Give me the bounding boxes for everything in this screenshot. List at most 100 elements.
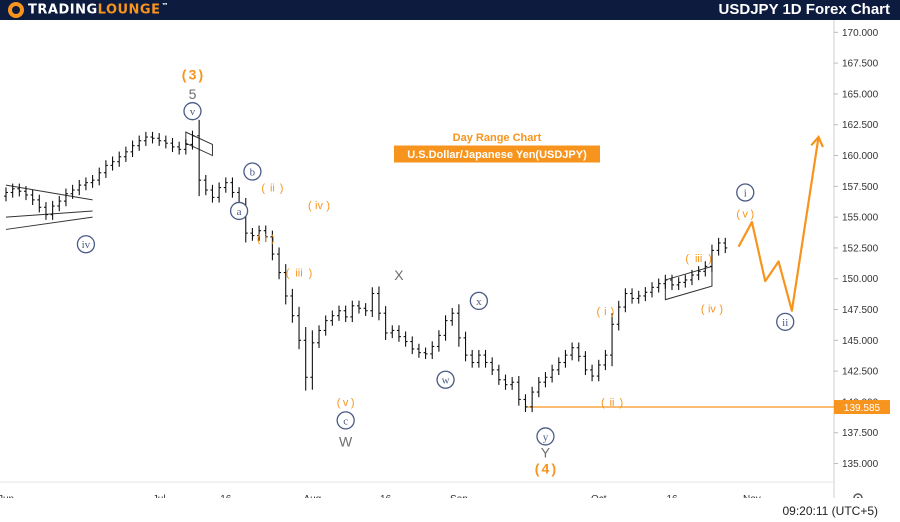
ohlc-bar — [396, 325, 401, 342]
ohlc-bar — [516, 375, 521, 406]
price-tick-label: 157.500 — [842, 182, 879, 193]
ohlc-bar — [689, 269, 694, 286]
ohlc-bar — [157, 133, 162, 146]
ohlc-bar — [210, 184, 215, 203]
ohlc-bar — [163, 135, 168, 149]
wave-label-paren-open: ( — [308, 200, 312, 212]
wave-label-circle-ring — [336, 411, 355, 430]
ohlc-bar — [423, 347, 428, 360]
wave-label-circle-ring — [436, 370, 455, 389]
chart-subtitle-badge — [394, 145, 600, 163]
wave-label-text: v — [343, 397, 349, 409]
wave-label-orange: (iii) — [286, 268, 313, 280]
axis-settings-icon-center[interactable] — [856, 496, 860, 498]
ohlc-bar — [476, 349, 481, 368]
ohlc-bar — [337, 305, 341, 321]
ohlc-bar — [123, 146, 128, 162]
wave-label-gray: 5 — [189, 86, 197, 102]
ohlc-bar — [390, 325, 395, 339]
ohlc-bar — [117, 151, 122, 167]
ohlc-bar — [170, 138, 175, 153]
ohlc-bar — [110, 156, 115, 171]
wave-label-paren-open: ( — [182, 66, 187, 82]
wave-label-paren-open: ( — [286, 268, 290, 280]
ohlc-bar — [496, 364, 501, 385]
ohlc-bar — [703, 261, 708, 277]
wave-label-paren-close: ) — [351, 397, 355, 409]
ohlc-bar — [90, 174, 95, 188]
ohlc-bar — [383, 306, 388, 341]
price-tick-label: 155.000 — [842, 213, 879, 224]
price-chart[interactable]: 170.000 167.500 165.000 162.500 160.000 157.5… — [0, 20, 900, 498]
ohlc-bar — [490, 357, 495, 376]
ohlc-bar — [636, 290, 641, 304]
wave-label-circle: v — [183, 102, 202, 121]
ohlc-bar — [190, 130, 195, 150]
ohlc-bar — [430, 341, 435, 360]
wave-label-text: y — [543, 431, 549, 443]
wave-label-circle: i — [736, 183, 755, 202]
chart-heading: Day Range Chart — [453, 132, 542, 144]
wave-label-orange: (v) — [736, 208, 754, 220]
ohlc-bar — [450, 308, 455, 326]
wave-label-orange: (3) — [182, 66, 203, 82]
price-tick-label: 160.000 — [842, 151, 879, 162]
wave-label-circle-ring — [776, 312, 795, 331]
wave-label-text: a — [237, 206, 242, 218]
wave-label-text: x — [476, 296, 482, 308]
wave-label-paren-close: ) — [551, 461, 556, 477]
ohlc-bar — [610, 313, 615, 367]
ohlc-bar — [556, 357, 561, 376]
wave-label-circle-ring — [243, 162, 262, 181]
wave-label-paren-open: ( — [535, 461, 540, 477]
ohlc-bar — [183, 139, 188, 155]
ohlc-bar — [683, 274, 688, 288]
ohlc-bar — [290, 288, 295, 323]
wave-label-paren-close: ) — [198, 66, 203, 82]
wave-label-text: iii — [695, 253, 702, 265]
ohlc-bar — [323, 315, 328, 336]
ohlc-bar — [97, 167, 102, 186]
price-tick-label: 145.000 — [842, 336, 879, 347]
wave-label-paren-close: ) — [619, 397, 623, 409]
date-tick-label: 16 — [666, 494, 678, 498]
ohlc-bar — [317, 325, 322, 348]
ohlc-bar — [283, 264, 288, 305]
ohlc-bar — [30, 189, 35, 206]
wave-label-orange: (ii) — [601, 397, 623, 409]
date-tick-label: Nov — [743, 494, 761, 498]
wave-label-paren-open: ( — [337, 397, 341, 409]
chart-title: USDJPY 1D Forex Chart — [718, 1, 890, 18]
price-tick-label: 137.500 — [842, 428, 879, 439]
axis-settings-icon[interactable] — [853, 493, 863, 498]
wave-label-text: 4 — [542, 461, 550, 477]
wave-label-text: b — [250, 167, 256, 179]
ohlc-bar — [83, 177, 88, 191]
wave-label-circle: c — [336, 411, 355, 430]
ohlc-bar — [550, 364, 555, 383]
wave-label-orange: (i) — [257, 233, 275, 245]
wave-label-paren-close: ) — [750, 208, 754, 220]
wave-label-orange: (iv) — [308, 200, 330, 212]
wave-label-circle: iv — [76, 235, 96, 254]
ohlc-bar — [630, 288, 635, 304]
ohlc-bar — [150, 131, 155, 144]
ohlc-bar — [670, 274, 674, 291]
wave-label-circle-ring — [469, 291, 489, 311]
wave-label-paren-open: ( — [257, 233, 261, 245]
price-tick-label: 152.500 — [842, 243, 879, 254]
ohlc-bar — [656, 278, 661, 293]
wave-label-text: ii — [610, 397, 615, 409]
ohlc-bar — [650, 282, 655, 298]
wave-label-circle: ii — [776, 312, 795, 331]
ohlc-bar — [643, 287, 648, 302]
wave-label-text: iv — [708, 303, 716, 315]
wave-label-paren-close: ) — [611, 306, 615, 318]
ohlc-bar — [723, 237, 728, 254]
wave-label-circle-ring — [229, 201, 249, 221]
projection-arrowhead — [810, 135, 824, 148]
ohlc-bar — [410, 336, 415, 355]
ohlc-bar — [350, 300, 355, 323]
ohlc-bar — [370, 287, 375, 317]
wave-label-paren-open: ( — [736, 208, 740, 220]
